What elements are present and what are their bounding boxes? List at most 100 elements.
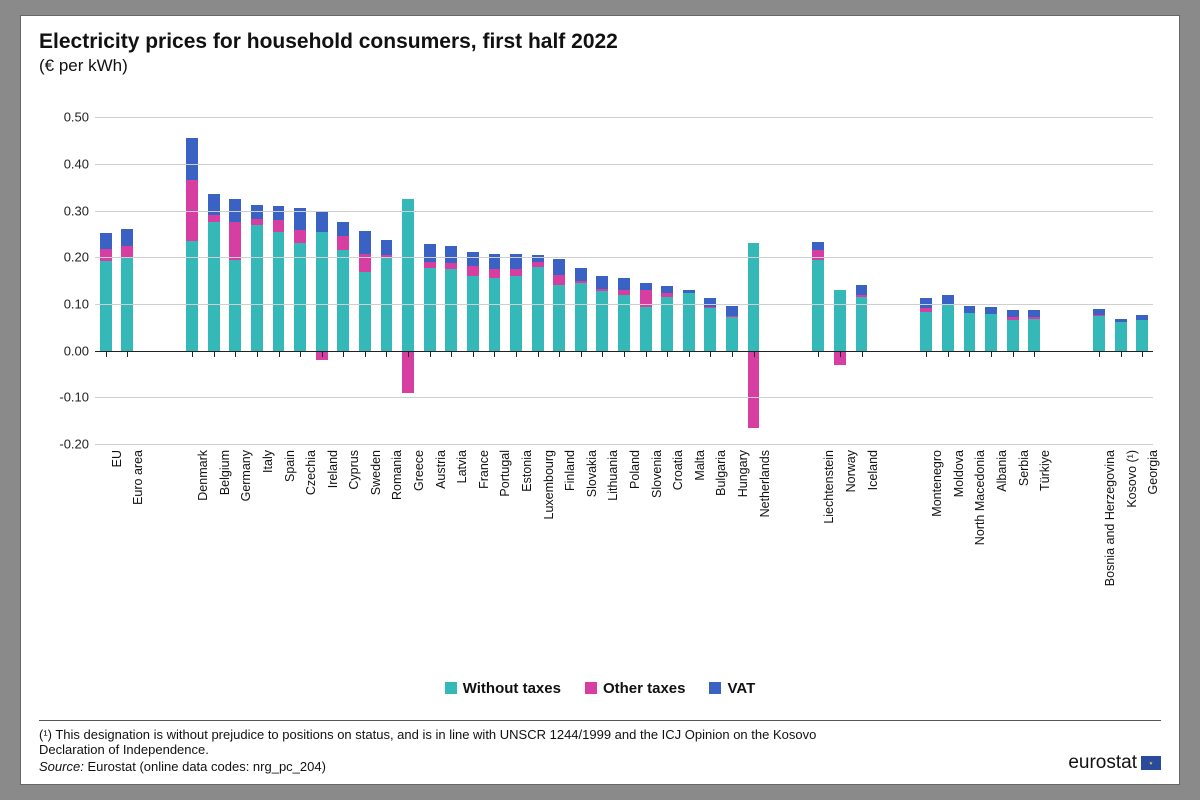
bar-segment-other-taxes bbox=[294, 230, 306, 243]
x-axis-label: Hungary bbox=[736, 403, 750, 450]
legend-swatch bbox=[585, 682, 597, 694]
x-tick bbox=[451, 351, 452, 357]
chart-subtitle: (€ per kWh) bbox=[39, 56, 1161, 76]
bar-segment-without-taxes bbox=[985, 314, 997, 350]
y-tick-label: 0.20 bbox=[64, 250, 89, 265]
bar-segment-without-taxes bbox=[100, 261, 112, 351]
bar-segment-vat bbox=[359, 231, 371, 253]
bar-segment-vat bbox=[683, 290, 695, 293]
x-axis-label: Cyprus bbox=[347, 410, 361, 450]
x-tick bbox=[926, 351, 927, 357]
y-tick-label: 0.50 bbox=[64, 110, 89, 125]
bar-segment-without-taxes bbox=[812, 260, 824, 351]
x-tick bbox=[408, 351, 409, 357]
bar-segment-vat bbox=[726, 306, 738, 315]
bar-segment-without-taxes bbox=[856, 297, 868, 351]
x-axis-label: Serbia bbox=[1017, 414, 1031, 450]
bar-segment-without-taxes bbox=[748, 243, 760, 350]
x-tick bbox=[365, 351, 366, 357]
x-axis-label: Netherlands bbox=[758, 383, 772, 450]
bar-segment-vat bbox=[381, 240, 393, 255]
bar-segment-other-taxes bbox=[424, 262, 436, 268]
x-axis-label: Austria bbox=[434, 411, 448, 450]
x-axis-label: Ireland bbox=[326, 412, 340, 450]
bar-segment-vat bbox=[964, 306, 976, 313]
y-tick-label: 0.40 bbox=[64, 157, 89, 172]
x-axis-label: Estonia bbox=[520, 408, 534, 450]
bar-segment-vat bbox=[489, 254, 501, 269]
x-axis-label: Denmark bbox=[196, 399, 210, 450]
gridline bbox=[95, 304, 1153, 305]
bar-segment-without-taxes bbox=[964, 313, 976, 350]
bar-segment-vat bbox=[704, 298, 716, 306]
plot-wrap: -0.20-0.100.000.100.200.300.400.50 EUEur… bbox=[39, 94, 1161, 614]
legend-item-other-taxes: Other taxes bbox=[585, 680, 686, 697]
bar-segment-without-taxes bbox=[273, 232, 285, 351]
bar-segment-vat bbox=[510, 254, 522, 269]
x-axis-label: Romania bbox=[390, 400, 404, 450]
gridline bbox=[95, 257, 1153, 258]
x-axis-label: Montenegro bbox=[930, 383, 944, 450]
bar-segment-without-taxes bbox=[683, 293, 695, 350]
x-axis-label: Lithuania bbox=[606, 399, 620, 450]
bar-segment-other-taxes bbox=[100, 249, 112, 261]
x-axis-label: Euro area bbox=[131, 395, 145, 450]
x-axis-label: North Macedonia bbox=[973, 355, 987, 450]
bar-segment-other-taxes bbox=[661, 293, 673, 297]
gridline bbox=[95, 164, 1153, 165]
x-axis-label: Belgium bbox=[218, 405, 232, 450]
y-tick-label: -0.20 bbox=[59, 437, 89, 452]
gridline bbox=[95, 397, 1153, 398]
bar-segment-other-taxes bbox=[445, 263, 457, 269]
bar-segment-vat bbox=[467, 252, 479, 266]
x-axis-label: Moldova bbox=[952, 403, 966, 450]
bar-segment-without-taxes bbox=[661, 297, 673, 351]
chart-frame: Electricity prices for household consume… bbox=[20, 15, 1180, 785]
bar-segment-other-taxes bbox=[575, 281, 587, 283]
bar-segment-other-taxes bbox=[489, 269, 501, 278]
brand: eurostat ⋆ bbox=[1068, 752, 1161, 774]
x-axis-label: France bbox=[477, 411, 491, 450]
bar-segment-vat bbox=[337, 222, 349, 236]
bar-segment-vat bbox=[1028, 310, 1040, 317]
x-tick bbox=[969, 351, 970, 357]
bar-segment-vat bbox=[532, 255, 544, 262]
x-axis-label: Czechia bbox=[304, 405, 318, 450]
x-tick bbox=[689, 351, 690, 357]
x-axis-label: Sweden bbox=[369, 405, 383, 450]
bar-segment-vat bbox=[596, 276, 608, 289]
bar-segment-without-taxes bbox=[402, 199, 414, 351]
bar-segment-vat bbox=[812, 242, 824, 250]
bar-segment-without-taxes bbox=[920, 312, 932, 350]
x-tick bbox=[127, 351, 128, 357]
x-axis-label: Finland bbox=[563, 409, 577, 450]
bar-segment-without-taxes bbox=[445, 269, 457, 351]
legend: Without taxesOther taxesVAT bbox=[21, 680, 1179, 699]
footnote-text: (¹) This designation is without prejudic… bbox=[39, 727, 859, 757]
bar-segment-other-taxes bbox=[532, 262, 544, 267]
bar-segment-other-taxes bbox=[273, 220, 285, 231]
source-text: Eurostat (online data codes: nrg_pc_204) bbox=[87, 759, 326, 774]
bar-segment-other-taxes bbox=[337, 236, 349, 250]
x-tick bbox=[106, 351, 107, 357]
x-tick bbox=[862, 351, 863, 357]
y-tick-label: -0.10 bbox=[59, 390, 89, 405]
x-tick bbox=[840, 351, 841, 357]
bar-segment-without-taxes bbox=[1007, 320, 1019, 350]
brand-text: eurostat bbox=[1068, 752, 1137, 774]
bar-segment-other-taxes bbox=[726, 316, 738, 317]
bar-segment-vat bbox=[553, 259, 565, 275]
x-tick bbox=[754, 351, 755, 357]
bar-segment-other-taxes bbox=[596, 289, 608, 291]
x-tick bbox=[538, 351, 539, 357]
bar-segment-vat bbox=[1007, 310, 1019, 317]
legend-swatch bbox=[445, 682, 457, 694]
y-tick-label: 0.30 bbox=[64, 203, 89, 218]
bar-segment-without-taxes bbox=[229, 260, 241, 351]
bar-segment-other-taxes bbox=[402, 351, 414, 393]
x-tick bbox=[1121, 351, 1122, 357]
x-tick bbox=[473, 351, 474, 357]
x-tick bbox=[667, 351, 668, 357]
legend-item-without-taxes: Without taxes bbox=[445, 680, 561, 697]
bar-segment-vat bbox=[942, 295, 954, 304]
